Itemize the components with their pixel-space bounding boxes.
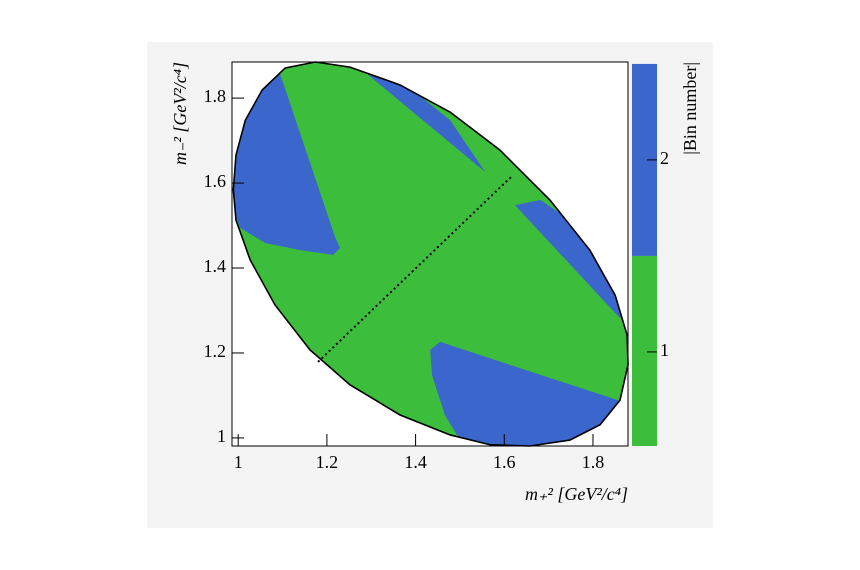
x-axis-label: m₊² [GeV²/c⁴] [525, 484, 628, 504]
colorbar-segment [632, 255, 657, 446]
y-tick-label: 1.6 [204, 171, 227, 191]
kinematic-boundary [232, 61, 629, 447]
y-axis-label: m₋² [GeV²/c⁴] [170, 62, 190, 165]
plot [232, 61, 629, 447]
bin-region [233, 67, 341, 255]
y-tick-label: 1 [217, 426, 226, 446]
y-tick-label: 1.2 [204, 341, 227, 361]
colorbar-tick-label: 2 [660, 148, 669, 168]
y-tick-label: 1.8 [204, 86, 227, 106]
bin-region [430, 341, 618, 446]
x-tick-label: 1.6 [493, 452, 516, 472]
x-tick-label: 1.4 [404, 452, 427, 472]
colorbar-label: |Bin number| [680, 62, 700, 155]
x-tick-label: 1 [234, 452, 243, 472]
colorbar-tick-label: 1 [660, 340, 669, 360]
bin-region [514, 200, 628, 319]
y-tick-label: 1.4 [204, 256, 227, 276]
x-tick-label: 1.8 [582, 452, 605, 472]
frame [231, 61, 629, 447]
bin-region [365, 62, 486, 173]
x-tick-label: 1.2 [316, 452, 339, 472]
